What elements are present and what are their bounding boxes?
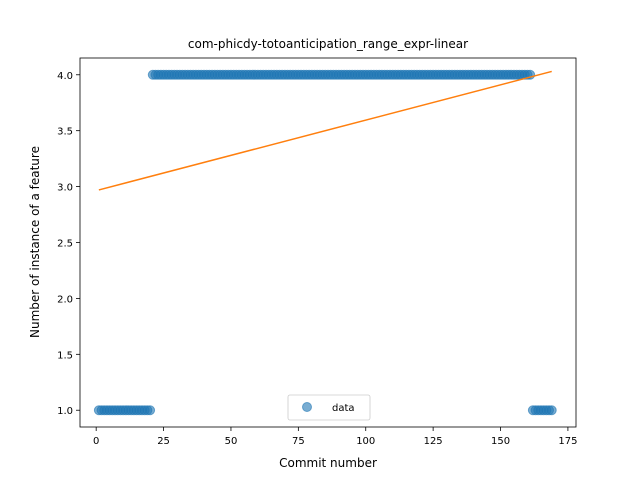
- legend-box: [287, 394, 371, 421]
- y-axis-label: Number of instance of a feature: [28, 146, 42, 338]
- data-point: [546, 405, 557, 416]
- legend: data: [287, 394, 371, 421]
- x-axis-label: Commit number: [279, 456, 377, 470]
- plot-area: [93, 69, 557, 416]
- x-tick-label: 125: [424, 436, 443, 447]
- y-axis: 1.0 1.5 2.0 2.5 3.0 3.5 4.0: [57, 71, 80, 417]
- x-tick-label: 0: [93, 436, 99, 447]
- y-tick-label: 4.0: [57, 71, 73, 82]
- y-tick-label: 1.5: [57, 350, 73, 361]
- y-tick-label: 3.0: [57, 183, 73, 194]
- x-tick-label: 25: [157, 436, 170, 447]
- x-tick-label: 50: [225, 436, 238, 447]
- y-tick-label: 2.0: [57, 294, 73, 305]
- data-point: [145, 405, 156, 416]
- x-tick-label: 75: [292, 436, 305, 447]
- y-tick-label: 2.5: [57, 239, 73, 250]
- x-tick-label: 100: [356, 436, 375, 447]
- fit-line: [98, 70, 552, 191]
- x-axis: 0 25 50 75 100 125 150 175: [93, 427, 577, 447]
- x-tick-label: 150: [491, 436, 510, 447]
- y-tick-label: 3.5: [57, 127, 73, 138]
- y-tick-label: 1.0: [57, 406, 73, 417]
- chart-title: com-phicdy-totoanticipation_range_expr-l…: [188, 37, 468, 51]
- x-tick-label: 175: [558, 436, 577, 447]
- legend-label-data: data: [332, 403, 355, 414]
- legend-marker-data: [302, 402, 312, 412]
